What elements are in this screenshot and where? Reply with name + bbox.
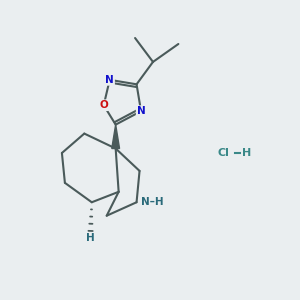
Text: O: O [99,100,108,110]
Text: H: H [242,148,252,158]
Text: N: N [105,75,114,85]
Text: Cl: Cl [217,148,229,158]
Polygon shape [112,124,119,148]
Text: N: N [137,106,146,116]
Text: N–H: N–H [141,197,164,207]
Text: H: H [86,233,95,243]
